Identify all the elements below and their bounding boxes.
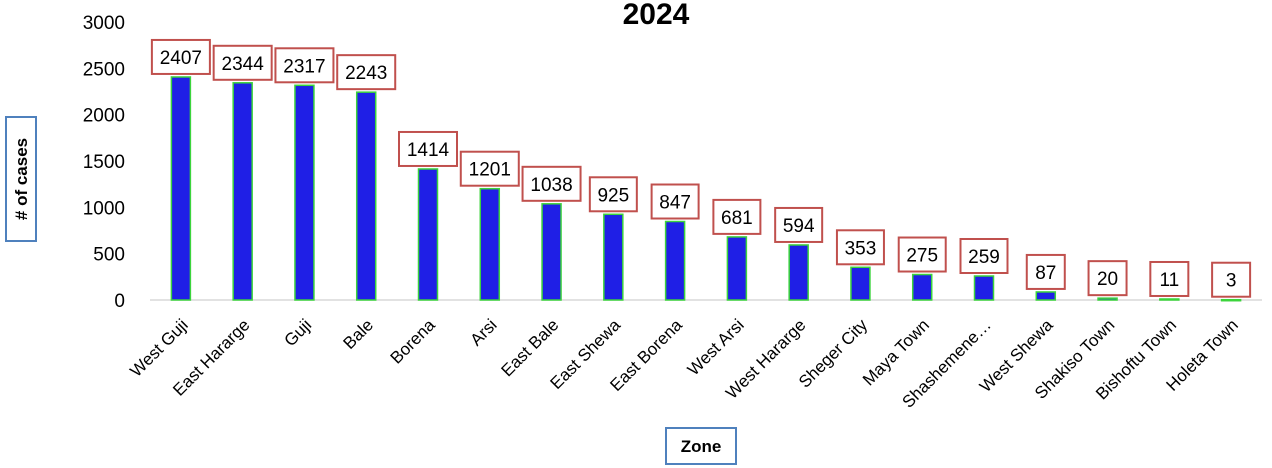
y-tick-label: 500 [93,245,125,266]
data-label-box [459,150,520,187]
bar [541,203,562,301]
data-label: 11 [1149,260,1190,297]
data-label-text: 275 [906,246,938,267]
category-label: West Arsi [684,315,748,379]
bar [232,82,253,301]
bar [664,220,686,301]
data-label: 2407 [150,38,211,75]
data-label-text: 681 [721,208,753,229]
y-axis: 0 500 1000 1500 2000 2500 3000 [83,13,125,312]
bar [603,213,624,301]
bar [355,91,377,301]
data-label-text: 594 [783,216,815,237]
y-axis-title-box [5,116,37,242]
x-axis-label: Zone [681,437,722,456]
data-label: 2317 [274,47,335,84]
data-label-box [150,38,211,75]
y-tick-label: 1000 [83,198,125,219]
bar [294,84,315,301]
y-tick-label: 2000 [83,106,125,127]
y-axis-title: # of cases [5,116,37,242]
y-tick-label: 3000 [83,13,125,34]
data-labels: 2407 2344 2317 2243 1414 1201 1038 925 847 681 594… [150,38,1252,298]
bar [726,236,748,301]
bar [479,187,501,301]
data-label-text: 20 [1097,269,1118,290]
category-label: Guji [280,315,315,350]
data-label-text: 353 [845,238,877,259]
data-label-text: 2344 [222,54,265,75]
data-label: 847 [650,183,700,220]
bar [973,275,995,301]
data-label-box [274,47,335,84]
bar [1220,298,1242,302]
y-tick-label: 0 [114,291,125,312]
data-label-box [1087,260,1128,297]
data-label-box [398,130,458,167]
bar [1097,297,1118,301]
data-label: 3 [1211,261,1252,298]
data-label: 87 [1025,253,1066,290]
data-label-box [959,237,1009,274]
y-tick-label: 1500 [83,152,125,173]
data-label-box [1211,261,1252,298]
bar [1159,298,1180,301]
x-axis-title: Zone [665,427,737,465]
category-label: East Bale [497,315,562,380]
data-label-box [212,44,273,81]
data-label: 20 [1087,260,1128,297]
data-label-text: 925 [597,185,629,206]
data-label: 1038 [521,165,582,202]
bar [850,266,871,301]
x-axis-title-box [665,427,737,465]
data-label: 1201 [459,150,520,187]
bar [417,168,439,301]
data-label-text: 1201 [469,160,511,181]
bar [788,244,809,301]
y-axis-label: # of cases [12,138,31,220]
data-label-text: 2407 [160,48,202,69]
bar [911,273,933,301]
data-label: 353 [835,229,885,266]
bar [1035,291,1057,301]
category-label: Bale [340,315,377,352]
data-label-box [1149,260,1190,297]
data-label: 2243 [336,54,397,91]
data-label-text: 259 [968,247,1000,268]
data-label-box [588,176,638,213]
data-label-box [774,206,824,243]
data-label-box [336,54,397,91]
data-label: 594 [774,206,824,243]
data-label-box [835,229,885,266]
data-label-text: 847 [659,193,691,214]
data-label-box [897,236,947,273]
data-label-box [650,183,700,220]
data-label-box [521,165,582,202]
y-tick-label: 2500 [83,59,125,80]
bar-series [170,76,1242,302]
data-label: 681 [712,198,762,235]
data-label: 259 [959,237,1009,274]
data-label: 2344 [212,44,273,81]
data-label-text: 2243 [345,63,387,84]
data-label-text: 87 [1035,263,1056,284]
data-label-text: 1414 [407,140,450,161]
data-label: 275 [897,236,947,273]
data-label-text: 11 [1159,270,1179,291]
category-label: Arsi [466,315,500,349]
bar [170,76,192,301]
data-label: 1414 [398,130,458,167]
chart-title: 2024 [623,0,690,31]
data-label-box [1025,253,1066,290]
data-label-text: 3 [1226,271,1237,292]
category-label: West Guji [126,315,191,380]
data-label-text: 2317 [283,56,325,77]
data-label-text: 1038 [530,175,572,196]
data-label: 925 [588,176,638,213]
data-label-box [712,198,762,235]
category-label: Borena [387,315,440,368]
